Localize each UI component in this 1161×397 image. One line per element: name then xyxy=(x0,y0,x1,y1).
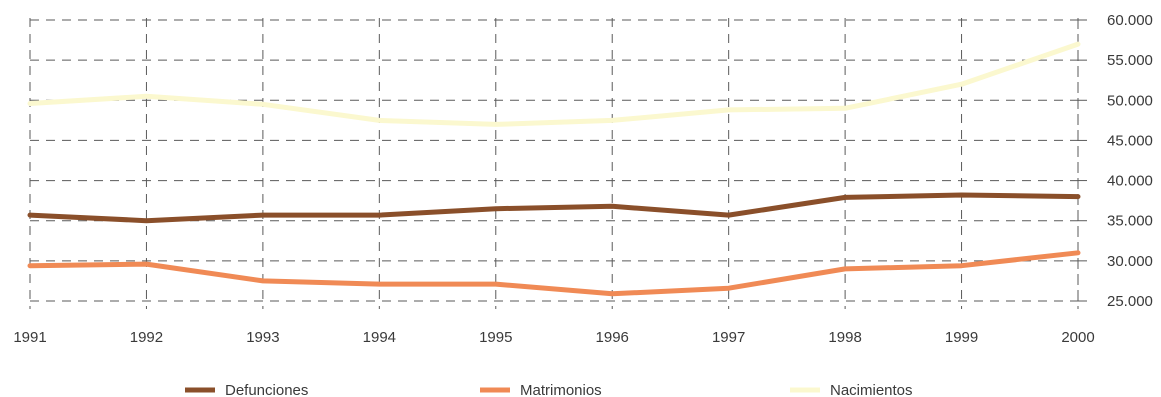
x-tick-label: 1996 xyxy=(596,329,629,346)
data-point xyxy=(377,118,382,123)
data-point xyxy=(260,278,265,283)
data-point xyxy=(610,291,615,296)
data-point xyxy=(610,118,615,123)
data-point xyxy=(726,213,731,218)
y-tick-label: 55.000 xyxy=(1107,52,1153,69)
legend-label: Defunciones xyxy=(225,382,308,397)
data-point xyxy=(726,286,731,291)
data-point xyxy=(959,193,964,198)
data-point xyxy=(1076,250,1081,255)
y-tick-label: 60.000 xyxy=(1107,12,1153,29)
data-point xyxy=(843,195,848,200)
data-point xyxy=(726,107,731,112)
series-line-nacimientos xyxy=(27,41,1081,127)
data-point xyxy=(260,102,265,107)
data-point xyxy=(959,82,964,87)
data-point xyxy=(260,213,265,218)
y-tick-label: 50.000 xyxy=(1107,92,1153,109)
data-point xyxy=(28,213,33,218)
data-point xyxy=(1076,42,1081,47)
y-tick-label: 30.000 xyxy=(1107,253,1153,270)
data-point xyxy=(493,122,498,127)
data-point xyxy=(959,263,964,268)
data-point xyxy=(377,282,382,287)
series-lines xyxy=(27,41,1081,297)
x-tick-label: 1994 xyxy=(363,329,396,346)
x-tick-label: 1997 xyxy=(712,329,745,346)
data-point xyxy=(1076,194,1081,199)
y-tick-label: 35.000 xyxy=(1107,213,1153,230)
series-line-defunciones xyxy=(27,192,1081,224)
x-tick-label: 1991 xyxy=(13,329,46,346)
x-tick-label: 1999 xyxy=(945,329,978,346)
data-point xyxy=(28,101,33,106)
legend-label: Matrimonios xyxy=(520,382,602,397)
data-point xyxy=(28,263,33,268)
data-point xyxy=(493,282,498,287)
y-tick-label: 45.000 xyxy=(1107,132,1153,149)
y-tick-label: 25.000 xyxy=(1107,293,1153,310)
x-tick-label: 1993 xyxy=(246,329,279,346)
legend-label: Nacimientos xyxy=(830,382,913,397)
x-tick-label: 1995 xyxy=(479,329,512,346)
data-point xyxy=(144,94,149,99)
x-tick-label: 1998 xyxy=(828,329,861,346)
x-tick-label: 1992 xyxy=(130,329,163,346)
x-tick-label: 2000 xyxy=(1061,329,1094,346)
series-line-matrimonios xyxy=(27,250,1081,297)
legend: Defunciones Matrimonios Nacimientos xyxy=(185,382,913,397)
data-point xyxy=(144,262,149,267)
data-point xyxy=(843,266,848,271)
data-point xyxy=(377,213,382,218)
data-point xyxy=(144,218,149,223)
axes: 25.000 30.000 35.000 40.000 45.000 50.000 55.0… xyxy=(13,12,1153,346)
data-point xyxy=(843,106,848,111)
y-tick-label: 40.000 xyxy=(1107,173,1153,190)
data-point xyxy=(493,206,498,211)
data-point xyxy=(610,204,615,209)
